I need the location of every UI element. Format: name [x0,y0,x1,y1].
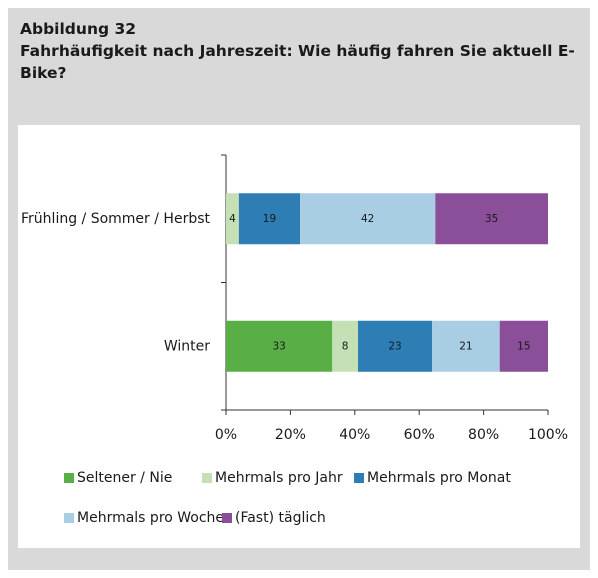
data-label: 23 [388,340,401,352]
data-label: 42 [361,213,374,225]
data-label: 4 [229,213,236,225]
category-label: Frühling / Sommer / Herbst [21,211,210,227]
bar-segment [358,320,433,372]
legend-label: Mehrmals pro Woche [77,510,224,526]
x-tick-label: 100% [528,427,568,443]
header: Abbildung 32 Fahrhäufigkeit nach Jahresz… [20,18,575,84]
legend-swatch [202,473,212,483]
x-tick-label: 40% [339,427,370,443]
bar-segment [226,320,333,372]
legend-label: Mehrmals pro Jahr [215,470,343,486]
x-tick-label: 0% [215,427,237,443]
category-label: Winter [164,338,210,354]
x-tick-label: 60% [404,427,435,443]
chart-title: Fahrhäufigkeit nach Jahreszeit: Wie häuf… [20,42,575,82]
bar-segment [332,320,359,372]
legend-label: Seltener / Nie [77,470,172,486]
data-label: 8 [342,340,349,352]
figure-label: Abbildung 32 [20,20,137,38]
bar-segment [432,320,500,372]
x-tick-label: 80% [468,427,499,443]
x-tick-label: 20% [275,427,306,443]
data-label: 21 [459,340,472,352]
data-label: 33 [272,340,285,352]
data-label: 19 [263,213,276,225]
bar-segment [300,193,436,245]
bar-segment [238,193,301,245]
legend-swatch [64,473,74,483]
data-label: 15 [517,340,530,352]
legend-label: (Fast) täglich [235,510,326,526]
data-label: 35 [485,213,498,225]
legend-swatch [222,513,232,523]
bar-segment [499,320,548,372]
legend-swatch [354,473,364,483]
bar-segment [435,193,548,245]
bar-segment [226,193,239,245]
legend-swatch [64,513,74,523]
legend-label: Mehrmals pro Monat [367,470,511,486]
